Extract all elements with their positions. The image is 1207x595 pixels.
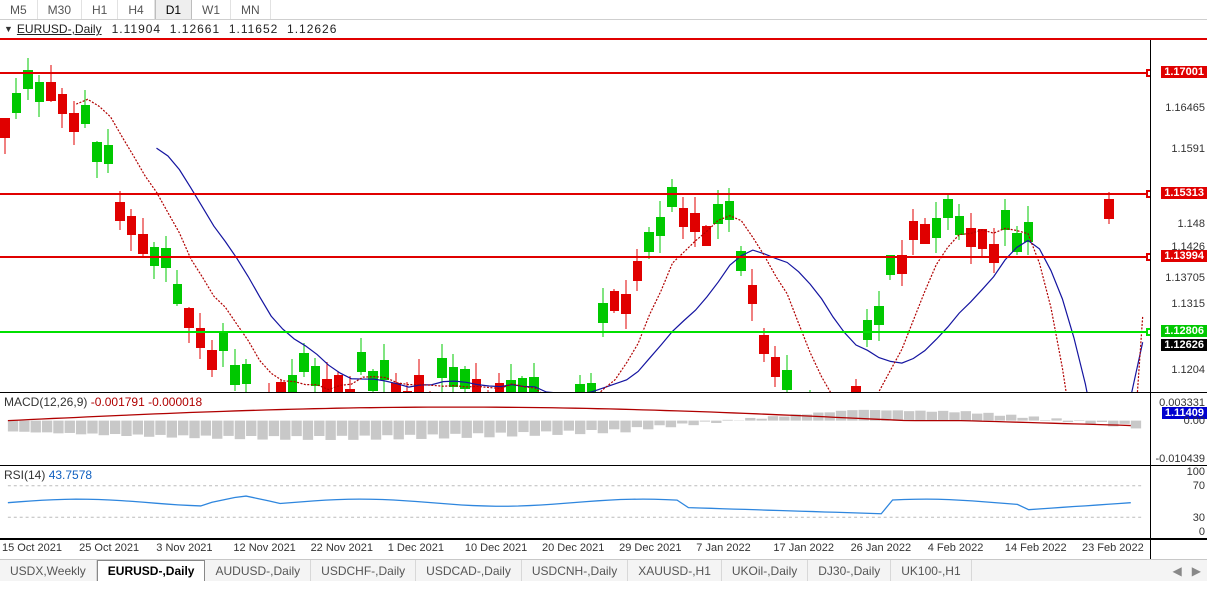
price-tick-16465: 1.16465	[1165, 102, 1205, 114]
price-tag-15313[interactable]: 1.15313	[1161, 187, 1207, 199]
timeframe-tab-h4[interactable]: H4	[118, 0, 154, 19]
timeframe-tab-m30[interactable]: M30	[38, 0, 82, 19]
price-plot-inner[interactable]	[0, 40, 1150, 392]
macd-tick-zero: 0.00	[1184, 415, 1205, 427]
symbol-info-bar: ▼ EURUSD-,Daily 1.11904 1.12661 1.11652 …	[0, 20, 1207, 40]
date-tick-13: 14 Feb 2022	[1005, 542, 1067, 554]
price-tick-12040: 1.1204	[1171, 364, 1205, 376]
rsi-tick-100: 100	[1187, 466, 1205, 478]
price-tag-current[interactable]: 1.12626	[1161, 339, 1207, 351]
date-tick-3: 12 Nov 2021	[233, 542, 295, 554]
date-axis[interactable]: 15 Oct 2021 25 Oct 2021 3 Nov 2021 12 Nov 2…	[0, 539, 1207, 559]
price-tag-17001[interactable]: 1.17001	[1161, 66, 1207, 78]
tab-scroll-left-icon[interactable]: ◀	[1173, 564, 1182, 578]
price-tag-12806[interactable]: 1.12806	[1161, 325, 1207, 337]
bottom-tab-usdx[interactable]: USDX,Weekly	[0, 560, 97, 581]
bottom-tab-xauusd-[interactable]: XAUUSD-,H1	[628, 560, 722, 581]
macd-tick-high: 0.003331	[1159, 397, 1205, 409]
bottom-tab-dj30-[interactable]: DJ30-,Daily	[808, 560, 891, 581]
bottom-tab-usdchf-[interactable]: USDCHF-,Daily	[311, 560, 416, 581]
macd-tick-low: -0.010439	[1155, 453, 1205, 465]
support-line-12806[interactable]	[0, 331, 1150, 333]
bottom-tab-eurusd-[interactable]: EURUSD-,Daily	[97, 560, 206, 581]
timeframe-tab-m5[interactable]: M5	[0, 0, 38, 19]
date-tick-0: 15 Oct 2021	[2, 542, 62, 554]
date-axis-corner	[1150, 540, 1207, 559]
bottom-tab-uk100-[interactable]: UK100-,H1	[891, 560, 971, 581]
ohlc-values-label: 1.11904 1.12661 1.11652 1.12626	[112, 22, 338, 36]
rsi-axis[interactable]: 100 70 30 0	[1150, 466, 1207, 538]
date-tick-8: 29 Dec 2021	[619, 542, 681, 554]
price-chart-pane[interactable]: 1.17001 1.16465 1.1591 1.15313 1.148 1.1…	[0, 40, 1207, 393]
timeframe-tab-h1[interactable]: H1	[82, 0, 118, 19]
date-tick-4: 22 Nov 2021	[311, 542, 373, 554]
bottom-tab-audusd-[interactable]: AUDUSD-,Daily	[205, 560, 311, 581]
tab-scroll-right-icon[interactable]: ▶	[1192, 564, 1201, 578]
price-axis[interactable]: 1.17001 1.16465 1.1591 1.15313 1.148 1.1…	[1150, 40, 1207, 392]
bottom-tab-usdcnh-[interactable]: USDCNH-,Daily	[522, 560, 628, 581]
price-tick-14800: 1.148	[1177, 218, 1205, 230]
bottom-tab-ukoil-[interactable]: UKOil-,Daily	[722, 560, 808, 581]
date-tick-2: 3 Nov 2021	[156, 542, 212, 554]
symbol-tab-bar: USDX,Weekly EURUSD-,Daily AUDUSD-,Daily USD…	[0, 559, 1207, 581]
rsi-plot-inner[interactable]	[0, 466, 1150, 538]
rsi-tick-0: 0	[1199, 526, 1205, 538]
timeframe-tab-d1[interactable]: D1	[155, 0, 192, 19]
resistance-line-17001[interactable]	[0, 72, 1150, 74]
bottom-tab-usdcad-[interactable]: USDCAD-,Daily	[416, 560, 522, 581]
macd-legend: MACD(12,26,9) -0.001791 -0.000018	[4, 395, 202, 409]
date-tick-10: 17 Jan 2022	[773, 542, 834, 554]
macd-axis[interactable]: 0.003331 0.00 -0.010439	[1150, 393, 1207, 465]
price-tag-13994[interactable]: 1.13994	[1161, 250, 1207, 262]
date-tick-12: 4 Feb 2022	[928, 542, 984, 554]
resistance-line-13994[interactable]	[0, 256, 1150, 258]
trading-platform-window: M5 M30 H1 H4 D1 W1 MN ▼ EURUSD-,Daily 1.…	[0, 0, 1207, 581]
rsi-tick-30: 30	[1193, 512, 1205, 524]
timeframe-tab-bar: M5 M30 H1 H4 D1 W1 MN	[0, 0, 1207, 20]
date-tick-11: 26 Jan 2022	[851, 542, 912, 554]
symbol-dropdown-icon[interactable]: ▼	[4, 24, 13, 34]
date-tick-1: 25 Oct 2021	[79, 542, 139, 554]
price-tick-13150: 1.1315	[1171, 298, 1205, 310]
price-tick-13705: 1.13705	[1165, 272, 1205, 284]
timeframe-tab-w1[interactable]: W1	[192, 0, 231, 19]
date-tick-14: 23 Feb 2022	[1082, 542, 1144, 554]
rsi-legend: RSI(14) 43.7578	[4, 468, 92, 482]
symbol-name-label[interactable]: EURUSD-,Daily	[17, 22, 102, 36]
rsi-tick-70: 70	[1193, 480, 1205, 492]
resistance-line-15313[interactable]	[0, 193, 1150, 195]
chart-area: 1.17001 1.16465 1.1591 1.15313 1.148 1.1…	[0, 40, 1207, 559]
date-tick-6: 10 Dec 2021	[465, 542, 527, 554]
date-tick-5: 1 Dec 2021	[388, 542, 444, 554]
rsi-indicator-pane[interactable]: RSI(14) 43.7578 100 70 30 0	[0, 466, 1207, 539]
macd-indicator-pane[interactable]: MACD(12,26,9) -0.001791 -0.000018 0.0033…	[0, 393, 1207, 466]
tab-scroll-arrows: ◀ ▶	[1173, 560, 1207, 581]
date-tick-9: 7 Jan 2022	[696, 542, 750, 554]
timeframe-tab-mn[interactable]: MN	[231, 0, 271, 19]
date-tick-7: 20 Dec 2021	[542, 542, 604, 554]
price-tick-15910: 1.1591	[1171, 143, 1205, 155]
